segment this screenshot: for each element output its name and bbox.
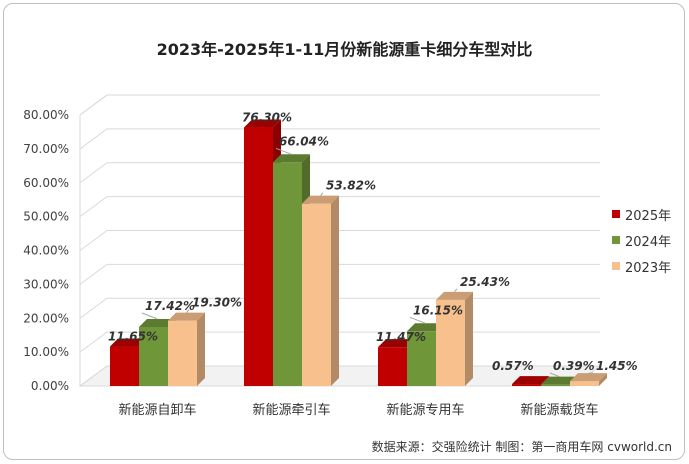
leader-line: [549, 372, 560, 378]
chart-legend: 2025年 2024年 2023年: [612, 201, 671, 279]
y-tick-label: 10.00%: [23, 345, 69, 359]
data-label: 0.57%: [492, 359, 534, 373]
gridline: [79, 162, 600, 184]
legend-label-2025: 2025年: [625, 208, 672, 224]
data-label: 16.15%: [413, 303, 463, 317]
legend-item-2023: 2023年: [612, 253, 671, 279]
x-category-label: 新能源自卸车: [118, 402, 196, 418]
data-label: 17.42%: [145, 299, 195, 313]
y-tick-label: 80.00%: [23, 108, 69, 122]
legend-swatch-2023: [612, 262, 620, 270]
bar-side: [465, 291, 473, 386]
legend-label-2024: 2024年: [625, 234, 672, 250]
bar-front: [139, 326, 168, 386]
bar-top: [139, 318, 176, 327]
data-label: 19.30%: [192, 296, 242, 310]
leader-line: [275, 147, 292, 155]
bar-front: [570, 381, 599, 386]
bar-side: [197, 312, 205, 386]
y-tick-label: 70.00%: [23, 142, 69, 156]
bar-top: [302, 195, 339, 204]
leader-line: [186, 309, 190, 313]
x-category-label: 新能源牵引车: [252, 402, 330, 418]
bar-front: [407, 331, 436, 386]
chart-title: 2023年-2025年1-11月份新能源重卡细分车型对比: [156, 40, 533, 59]
bar-top: [407, 323, 444, 332]
bar-front: [436, 299, 465, 386]
source-note: 数据来源：交强险统计 制图：第一商用车网 cvworld.cn: [371, 440, 672, 454]
gridline: [79, 196, 600, 218]
y-tick-label: 50.00%: [23, 210, 69, 224]
y-tick-label: 20.00%: [23, 311, 69, 325]
data-label: 66.04%: [279, 134, 329, 148]
leader-line: [141, 312, 158, 320]
bar-front: [541, 384, 570, 386]
leader-line: [454, 288, 458, 293]
y-tick-label: 60.00%: [23, 176, 69, 190]
bar-top: [570, 373, 607, 382]
data-label: 25.43%: [460, 275, 510, 289]
bar-top: [244, 119, 281, 128]
data-label: 1.45%: [596, 359, 638, 373]
axis-top-edge: [79, 94, 108, 116]
y-tick-label: 30.00%: [23, 277, 69, 291]
bar-top: [512, 376, 549, 385]
data-label: 0.39%: [553, 359, 595, 373]
gridline: [79, 230, 600, 251]
bar-top: [436, 291, 473, 300]
data-label: 11.47%: [376, 330, 426, 344]
legend-item-2024: 2024年: [612, 227, 671, 253]
bar-front: [168, 320, 197, 386]
bar-top: [110, 338, 147, 347]
leader-line: [409, 316, 426, 324]
bar-top: [541, 376, 578, 385]
bar-side: [331, 195, 339, 386]
data-label: 76.30%: [242, 111, 292, 125]
data-label: 53.82%: [326, 179, 376, 193]
y-tick-label: 0.00%: [31, 379, 69, 393]
leader-line: [320, 192, 324, 197]
bar-front: [110, 346, 139, 386]
data-label: 11.65%: [108, 330, 158, 344]
legend-label-2023: 2023年: [625, 260, 672, 276]
y-tick-label: 40.00%: [23, 244, 69, 258]
gridline: [79, 297, 600, 319]
bar-front: [302, 203, 331, 386]
bar-side: [599, 373, 607, 386]
legend-item-2025: 2025年: [612, 201, 671, 227]
legend-swatch-2024: [612, 236, 620, 244]
bar-top: [378, 339, 415, 348]
bar-top: [273, 154, 310, 163]
bar-front: [378, 347, 407, 386]
gridline: [79, 128, 600, 150]
gridline: [79, 263, 600, 285]
bar-front: [512, 384, 541, 386]
bar-front: [273, 162, 302, 386]
bar-front: [244, 127, 273, 386]
legend-swatch-2025: [612, 210, 620, 218]
bar-top: [168, 312, 205, 321]
x-category-label: 新能源专用车: [386, 402, 464, 418]
x-category-label: 新能源载货车: [520, 402, 598, 418]
